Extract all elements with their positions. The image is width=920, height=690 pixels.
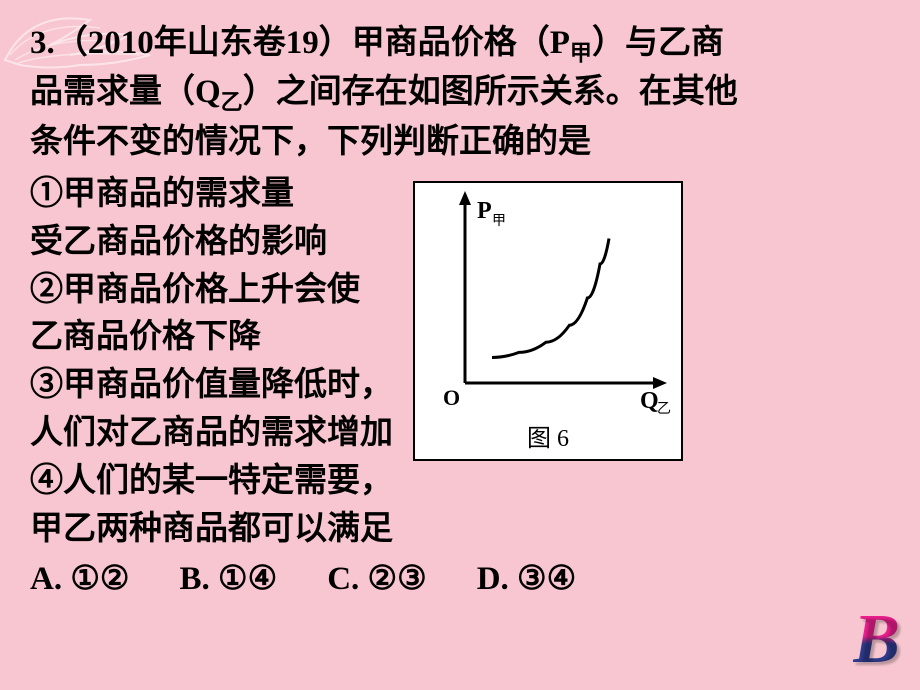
answer-badge: B [853, 600, 900, 680]
statement-1b: 受乙商品价格的影响 [30, 219, 393, 267]
options-row: A. ①② B. ①④ C. ②③ D. ③④ [30, 558, 890, 598]
statement-3a: ③甲商品价值量降低时， [30, 362, 393, 410]
svg-text:乙: 乙 [657, 401, 671, 417]
chart-svg: P甲 Q乙 O [415, 183, 681, 423]
statement-3b: 人们对乙商品的需求增加 [30, 410, 393, 458]
statements-block: ①甲商品的需求量 受乙商品价格的影响 ②甲商品价格上升会使 乙商品价格下降 ③甲… [30, 171, 393, 554]
chart-caption: 图 6 [527, 418, 569, 453]
option-c: C. ②③ [327, 558, 427, 598]
option-b: B. ①④ [180, 558, 278, 598]
chart-figure: P甲 Q乙 O 图 6 [413, 181, 683, 461]
question-number: 3. [30, 25, 55, 61]
svg-text:Q: Q [640, 388, 659, 414]
option-d: D. ③④ [477, 558, 577, 598]
question-source: （2010年山东卷19） [55, 25, 352, 61]
statement-4b: 甲乙两种商品都可以满足 [30, 506, 393, 554]
svg-text:甲: 甲 [492, 214, 506, 229]
question-stem: 3.（2010年山东卷19）甲商品价格（P甲）与乙商 品需求量（Q乙）之间存在如… [30, 20, 890, 167]
statement-4a: ④人们的某一特定需要， [30, 458, 393, 506]
option-a: A. ①② [30, 558, 130, 598]
statement-2a: ②甲商品价格上升会使 [30, 267, 393, 315]
svg-text:P: P [477, 198, 492, 224]
statement-1a: ①甲商品的需求量 [30, 171, 393, 219]
svg-text:O: O [443, 385, 460, 410]
question-content: 3.（2010年山东卷19）甲商品价格（P甲）与乙商 品需求量（Q乙）之间存在如… [30, 20, 890, 598]
statement-2b: 乙商品价格下降 [30, 314, 393, 362]
